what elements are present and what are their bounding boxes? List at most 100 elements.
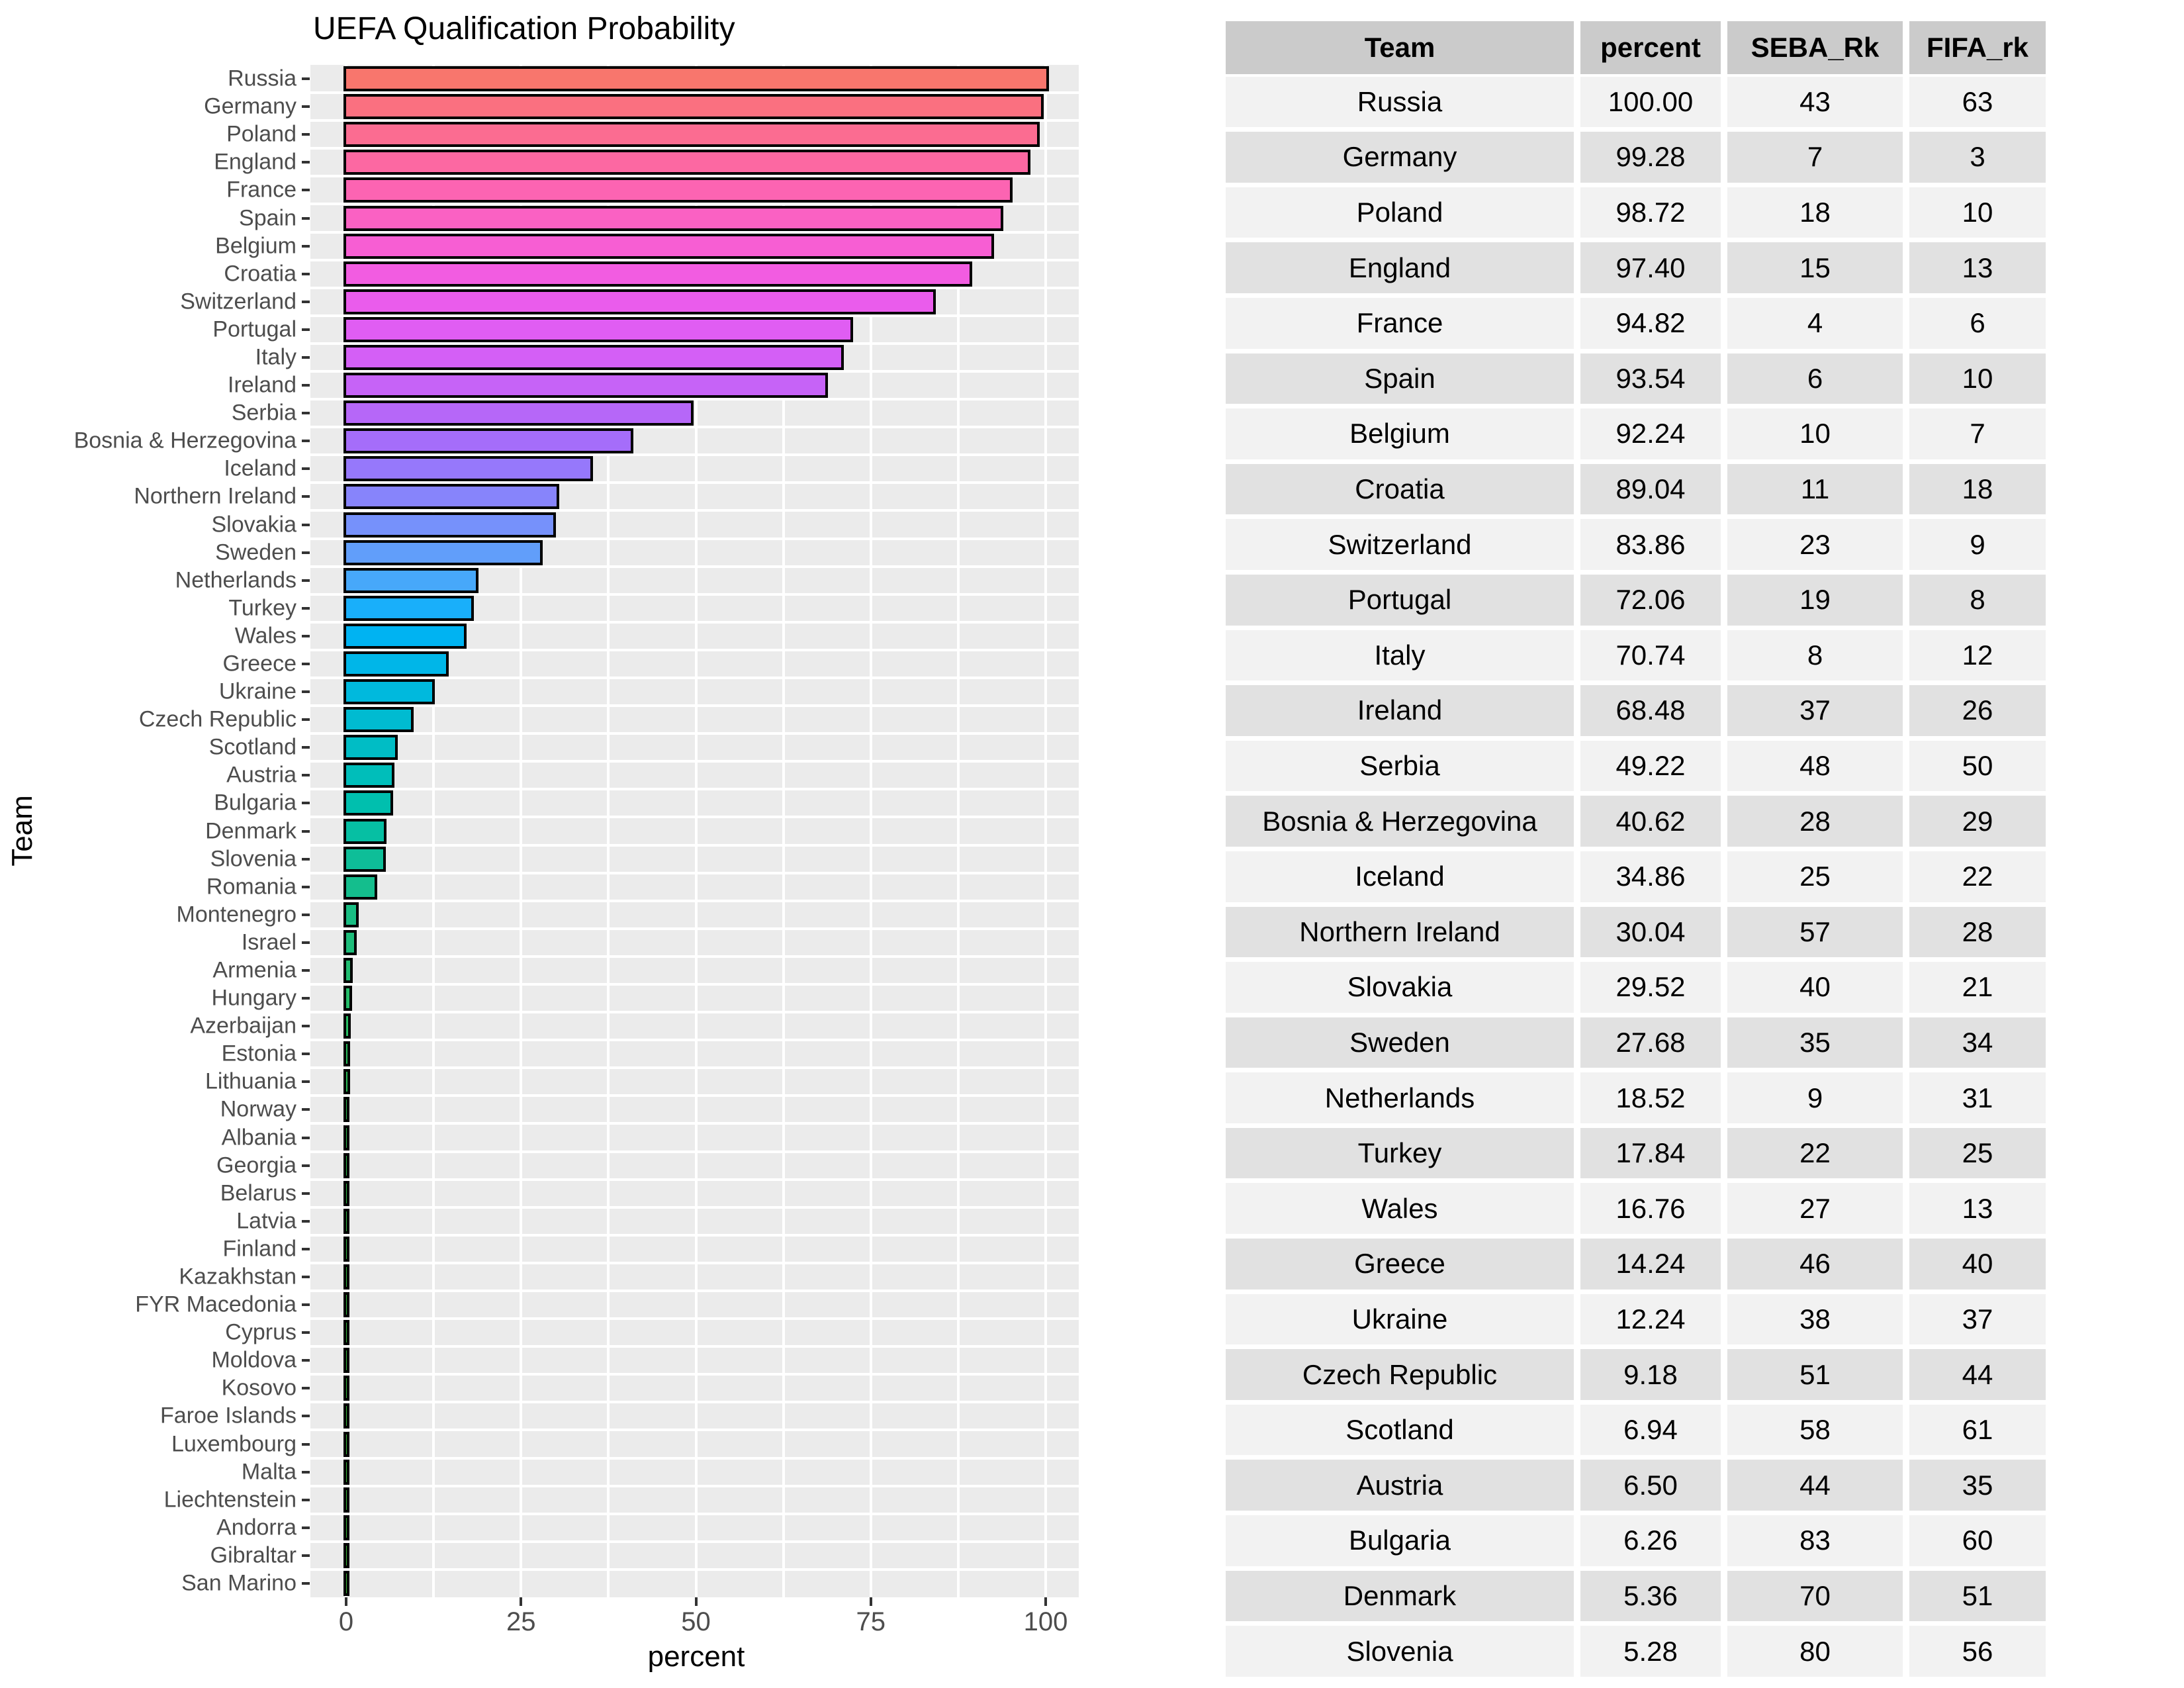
- y-tick: [302, 997, 310, 1000]
- seba-rank-cell: 7: [1727, 132, 1903, 183]
- y-tick: [302, 1470, 310, 1474]
- y-tick: [302, 1331, 310, 1335]
- bar: [343, 1487, 349, 1513]
- y-tick-label: Norway: [220, 1096, 296, 1122]
- team-cell: Bosnia & Herzegovina: [1226, 796, 1574, 847]
- team-cell: England: [1226, 242, 1574, 293]
- y-tick-label: Estonia: [221, 1041, 296, 1066]
- team-cell: Wales: [1226, 1183, 1574, 1235]
- y-tick-label: England: [214, 149, 296, 175]
- y-tick-label: France: [226, 177, 296, 203]
- fifa-rank-cell: 12: [1909, 630, 2046, 681]
- percent-cell: 17.84: [1580, 1127, 1721, 1179]
- y-tick: [302, 77, 310, 81]
- fifa-rank-cell: 8: [1909, 574, 2046, 626]
- bar: [343, 957, 353, 983]
- bar: [343, 929, 357, 955]
- seba-rank-cell: 6: [1727, 353, 1903, 404]
- y-tick: [302, 551, 310, 554]
- team-cell: Germany: [1226, 132, 1574, 183]
- y-tick: [302, 105, 310, 109]
- y-tick-label: Poland: [226, 121, 296, 147]
- y-tick: [302, 913, 310, 916]
- fifa-rank-cell: 26: [1909, 685, 2046, 736]
- y-tick: [302, 802, 310, 805]
- seba-rank-cell: 15: [1727, 242, 1903, 293]
- y-tick-label: Bulgaria: [214, 790, 296, 816]
- fifa-rank-cell: 3: [1909, 132, 2046, 183]
- bar: [343, 595, 475, 621]
- y-tick-label: San Marino: [181, 1570, 296, 1596]
- team-cell: Denmark: [1226, 1570, 1574, 1622]
- fifa-rank-cell: 21: [1909, 962, 2046, 1013]
- y-tick-label: Belgium: [215, 233, 296, 259]
- bar: [343, 874, 377, 900]
- seba-rank-cell: 28: [1727, 796, 1903, 847]
- y-tick-label: Cyprus: [225, 1319, 296, 1345]
- y-tick-label: Azerbaijan: [190, 1013, 296, 1039]
- bar: [343, 150, 1031, 175]
- y-tick: [302, 1275, 310, 1278]
- seba-rank-cell: 51: [1727, 1349, 1903, 1400]
- y-tick-label: Gibraltar: [210, 1542, 296, 1568]
- v-gridline: [520, 65, 523, 1597]
- bar: [343, 679, 435, 705]
- y-tick-label: Iceland: [224, 455, 296, 481]
- y-tick: [302, 384, 310, 387]
- bar: [343, 1264, 349, 1289]
- team-cell: Spain: [1226, 353, 1574, 404]
- bar: [343, 484, 560, 510]
- column-header: Team: [1226, 21, 1574, 74]
- bar: [343, 902, 359, 927]
- percent-cell: 6.26: [1580, 1515, 1721, 1566]
- column-header: percent: [1580, 21, 1721, 74]
- fifa-rank-cell: 13: [1909, 242, 2046, 293]
- seba-rank-cell: 70: [1727, 1570, 1903, 1622]
- bar: [343, 1570, 349, 1596]
- team-cell: Ireland: [1226, 685, 1574, 736]
- column-header: SEBA_Rk: [1727, 21, 1903, 74]
- x-tick-label: 75: [856, 1607, 886, 1636]
- y-tick: [302, 690, 310, 694]
- y-tick-label: Turkey: [228, 595, 296, 621]
- fifa-rank-cell: 34: [1909, 1017, 2046, 1068]
- x-tick: [694, 1597, 698, 1606]
- team-cell: Portugal: [1226, 574, 1574, 626]
- team-cell: Poland: [1226, 187, 1574, 238]
- y-tick-label: Slovakia: [211, 512, 296, 537]
- bar: [343, 512, 556, 538]
- y-tick: [302, 968, 310, 972]
- y-tick: [302, 1136, 310, 1139]
- bar: [343, 1041, 350, 1067]
- seba-rank-cell: 57: [1727, 906, 1903, 958]
- bar: [343, 122, 1040, 148]
- y-tick: [302, 1442, 310, 1446]
- team-cell: Northern Ireland: [1226, 906, 1574, 958]
- team-cell: Serbia: [1226, 740, 1574, 792]
- y-axis-title: Team: [6, 795, 38, 867]
- fifa-rank-cell: 31: [1909, 1072, 2046, 1123]
- team-cell: Austria: [1226, 1460, 1574, 1511]
- y-tick: [302, 495, 310, 498]
- percent-cell: 40.62: [1580, 796, 1721, 847]
- fifa-rank-cell: 63: [1909, 76, 2046, 128]
- y-tick: [302, 1192, 310, 1195]
- seba-rank-cell: 27: [1727, 1183, 1903, 1235]
- bar: [343, 1320, 349, 1346]
- percent-cell: 18.52: [1580, 1072, 1721, 1123]
- x-tick: [345, 1597, 347, 1606]
- bar: [343, 986, 353, 1011]
- y-tick: [302, 1498, 310, 1501]
- y-tick: [302, 1581, 310, 1585]
- percent-cell: 27.68: [1580, 1017, 1721, 1068]
- team-cell: Sweden: [1226, 1017, 1574, 1068]
- y-tick: [302, 1387, 310, 1390]
- y-tick: [302, 1053, 310, 1056]
- fifa-rank-cell: 28: [1909, 906, 2046, 958]
- bar: [343, 94, 1044, 120]
- team-cell: Netherlands: [1226, 1072, 1574, 1123]
- y-tick: [302, 774, 310, 777]
- y-tick-label: Italy: [255, 344, 296, 370]
- v-gridline: [607, 65, 610, 1597]
- fifa-rank-cell: 44: [1909, 1349, 2046, 1400]
